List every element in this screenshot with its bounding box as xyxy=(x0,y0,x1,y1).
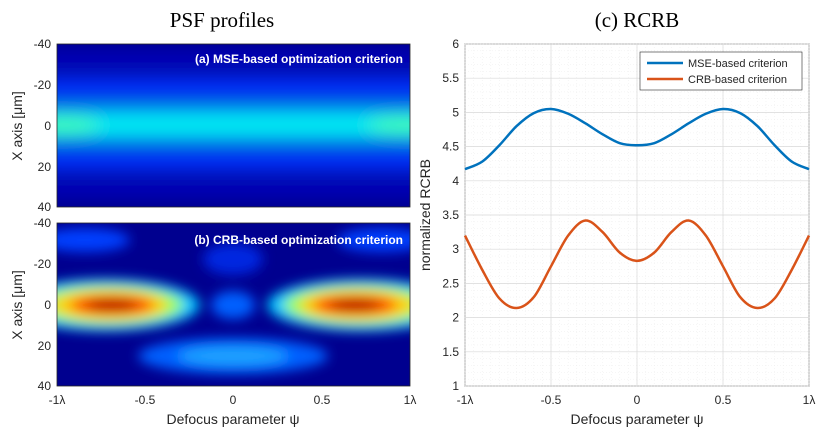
heatmap-a-bottom-fringe xyxy=(57,182,410,196)
panel-a-ytick: 0 xyxy=(44,119,51,133)
line-chart-xtick: 1λ xyxy=(803,393,816,407)
line-chart-ytick: 5 xyxy=(452,105,459,119)
panel-b-ytick: 20 xyxy=(38,339,52,353)
panel-a-ytick: 20 xyxy=(38,160,52,174)
heatmap-a-upper-side-band xyxy=(57,76,410,98)
line-chart-ytick: 2 xyxy=(452,311,459,325)
heatmap-b-top-lobe-left xyxy=(57,228,130,252)
line-chart-xtick: 0 xyxy=(634,393,641,407)
line-chart-xtick: -0.5 xyxy=(541,393,562,407)
panel-a-label: (a) MSE-based optimization criterion xyxy=(195,52,403,66)
panel-a-y-axis: -40 -20 0 20 40 X axis [μm] xyxy=(9,37,51,214)
panel-b-ytick: -40 xyxy=(34,216,52,230)
panel-a-ytick: -40 xyxy=(34,37,52,51)
line-chart-ytick: 6 xyxy=(452,37,459,51)
heatmap-b-center-upper-glow xyxy=(203,243,263,275)
panel-b-x-axis: -1λ -0.5 0 0.5 1λ Defocus parameter ψ xyxy=(49,393,417,427)
heatmap-a-lower-side-band xyxy=(57,150,410,172)
panel-b-xtick: -0.5 xyxy=(135,393,156,407)
panel-b-xtick: 1λ xyxy=(404,393,417,407)
heatmap-b-top-lobe-right xyxy=(337,228,410,252)
panel-b-xtick: -1λ xyxy=(49,393,66,407)
series-line-mse xyxy=(464,107,810,171)
line-chart-ytick: 5.5 xyxy=(442,71,459,85)
heatmap-a-edge-right xyxy=(367,116,410,134)
panel-b-xtick: 0.5 xyxy=(314,393,331,407)
line-chart-ytick: 4.5 xyxy=(442,140,459,154)
line-chart-ticks: -1λ -0.5 0 0.5 1λ 1 1.5 2 2.5 3 3.5 4 4.5 5 5.5 6 xyxy=(442,37,815,407)
legend-box xyxy=(639,51,803,91)
line-chart-xtick: -1λ xyxy=(457,393,474,407)
heatmap-a-frame xyxy=(56,43,411,208)
panel-b-ylabel: X axis [μm] xyxy=(9,270,25,340)
line-chart-major-grid xyxy=(464,43,810,387)
panel-a-ylabel: X axis [μm] xyxy=(9,91,25,161)
series-line-crb xyxy=(463,219,811,310)
heatmap-a: (a) MSE-based optimization criterion xyxy=(56,43,411,208)
line-chart-xlabel: Defocus parameter ψ xyxy=(571,411,704,427)
left-title: PSF profiles xyxy=(170,8,274,32)
line-chart-ytick: 2.5 xyxy=(442,276,459,290)
legend-label-mse: MSE-based criterion xyxy=(688,58,788,70)
line-chart-ytick: 1 xyxy=(452,379,459,393)
heatmap-b-center-bridge xyxy=(211,291,255,319)
line-chart-legend: MSE-based criterion CRB-based criterion xyxy=(639,51,803,91)
line-chart-xtick: 0.5 xyxy=(715,393,732,407)
line-chart-ytick: 4 xyxy=(452,174,459,188)
line-chart-c: -1λ -0.5 0 0.5 1λ 1 1.5 2 2.5 3 3.5 4 4.5 5 5.5 6 Defoc… xyxy=(417,37,815,427)
heatmap-b: (b) CRB-based optimization criterion xyxy=(56,222,411,387)
panel-b-xtick: 0 xyxy=(230,393,237,407)
heatmap-b-frame xyxy=(56,222,411,387)
panel-b-label: (b) CRB-based optimization criterion xyxy=(194,233,403,247)
heatmap-b-left-peak xyxy=(86,299,138,311)
heatmap-a-central-band xyxy=(57,112,410,138)
legend-label-crb: CRB-based criterion xyxy=(688,74,787,86)
panel-a-ytick: 40 xyxy=(38,200,52,214)
line-chart-ytick: 1.5 xyxy=(442,345,459,359)
panel-b-ytick: 40 xyxy=(38,379,52,393)
right-title: (c) RCRB xyxy=(595,8,680,32)
panel-b-ytick: 0 xyxy=(44,298,51,312)
line-chart-ytick: 3.5 xyxy=(442,208,459,222)
panel-b-y-axis: -40 -20 0 20 40 X axis [μm] xyxy=(9,216,51,393)
panel-b-ytick: -20 xyxy=(34,257,52,271)
heatmap-a-edge-left xyxy=(57,116,100,134)
line-chart-series xyxy=(463,107,811,310)
line-chart-ytick: 3 xyxy=(452,242,459,256)
heatmap-b-lower-lobe-core xyxy=(178,346,288,366)
heatmap-a-top-fringe xyxy=(57,52,410,66)
heatmap-b-right-peak xyxy=(329,299,381,311)
panel-b-xlabel: Defocus parameter ψ xyxy=(167,411,300,427)
panel-a-ytick: -20 xyxy=(34,78,52,92)
line-chart-ylabel: normalized RCRB xyxy=(417,159,433,271)
